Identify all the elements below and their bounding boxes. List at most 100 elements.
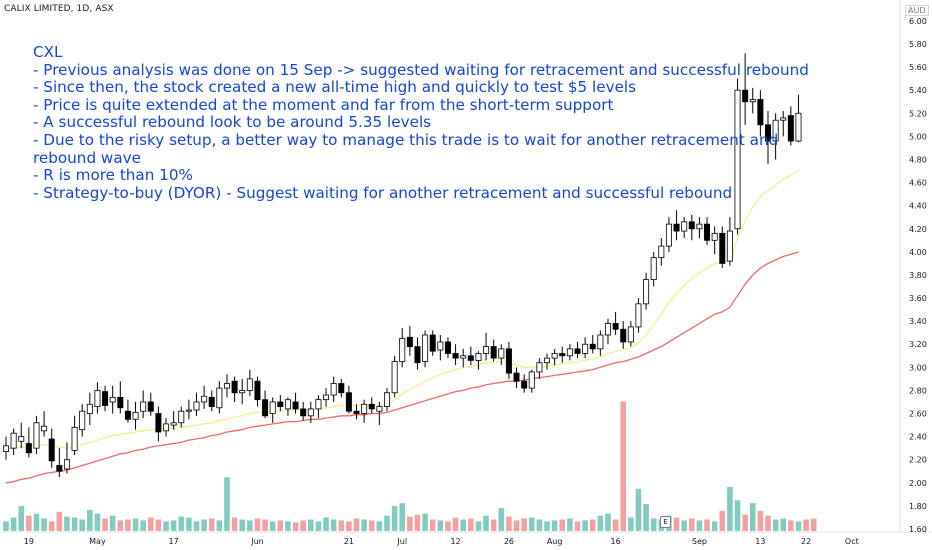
volume-bar <box>483 515 489 531</box>
candle-body <box>79 410 86 431</box>
candle-body <box>48 438 55 462</box>
candle-body <box>132 411 139 420</box>
candle-body <box>376 406 383 412</box>
candle-body <box>498 348 505 359</box>
candle-body <box>63 459 70 470</box>
y-tick-label: 2.40 <box>909 433 927 442</box>
candle-body <box>704 223 711 241</box>
candle-body <box>772 119 779 142</box>
y-tick-label: 4.40 <box>909 202 927 211</box>
candle-body <box>437 341 444 351</box>
volume-bar <box>628 517 634 531</box>
candle-body <box>239 390 246 394</box>
candle-body <box>483 346 490 354</box>
y-tick-label: 5.20 <box>909 109 927 118</box>
volume-bar <box>384 515 390 531</box>
volume-bar <box>269 521 276 531</box>
volume-bar <box>521 518 527 531</box>
volume-bar <box>544 521 550 531</box>
candle-body <box>155 413 162 433</box>
volume-bar <box>147 517 154 531</box>
volume-bar <box>414 514 421 531</box>
notes-line: - R is more than 10% <box>33 166 193 185</box>
candle-body <box>475 353 482 361</box>
candle-body <box>94 390 101 407</box>
volume-bar <box>704 519 710 531</box>
candle-body <box>185 409 192 412</box>
candle-body <box>643 279 650 305</box>
volume-bar <box>292 522 299 531</box>
candle-body <box>696 223 703 230</box>
y-tick-label: 3.20 <box>909 340 927 349</box>
volume-bar <box>689 518 695 531</box>
volume-bar <box>41 518 47 531</box>
x-tick-label: Jun <box>250 537 264 546</box>
candle-body <box>86 403 93 414</box>
candle-body <box>658 245 665 259</box>
earnings-marker[interactable]: E <box>660 516 671 528</box>
candle-body <box>330 383 337 396</box>
volume-bar <box>696 520 703 531</box>
candle-body <box>102 391 109 406</box>
volume-bar <box>132 518 139 531</box>
x-tick-label: 19 <box>24 537 34 546</box>
candle-body <box>361 403 368 414</box>
y-tick-label: 4.60 <box>909 179 927 188</box>
volume-bar <box>216 520 223 531</box>
ema-short-line <box>6 169 799 449</box>
y-tick-label: 2.60 <box>909 410 927 419</box>
candle-body <box>429 334 436 352</box>
candle-body <box>353 410 360 414</box>
notes-line: - Price is quite extended at the moment … <box>33 95 614 114</box>
candle-body <box>597 334 604 350</box>
volume-bar <box>749 503 756 531</box>
candle-body <box>460 355 467 359</box>
volume-bar <box>10 517 17 531</box>
y-tick-label: 4.20 <box>909 225 927 234</box>
candle-body <box>277 401 284 407</box>
volume-bar <box>201 519 207 531</box>
candle-body <box>201 395 208 403</box>
volume-bar <box>765 515 771 531</box>
y-tick-label: 5.40 <box>909 86 927 95</box>
volume-bar <box>170 520 177 531</box>
volume-bar <box>681 520 687 531</box>
candle-body <box>338 383 345 394</box>
volume-bar <box>734 500 741 531</box>
candle-body <box>444 341 451 354</box>
volume-bar <box>810 518 817 531</box>
volume-bar <box>262 519 268 531</box>
x-tick-label: Sep <box>692 537 707 546</box>
volume-bar <box>399 503 406 531</box>
y-tick-label: 2.20 <box>909 456 927 465</box>
candle-body <box>749 99 756 103</box>
volume-bar <box>788 520 794 531</box>
candle-body <box>719 232 726 264</box>
notes-title: CXL <box>33 43 63 61</box>
candle-body <box>406 336 413 347</box>
candle-body <box>757 99 764 126</box>
candle-body <box>399 338 406 362</box>
volume-bar <box>208 518 215 531</box>
candle-body <box>25 443 32 454</box>
volume-bar <box>536 519 543 531</box>
volume-bar <box>3 521 9 531</box>
volume-bar <box>323 517 329 531</box>
candle-body <box>795 112 802 142</box>
volume-bar <box>422 513 428 531</box>
candle-body <box>414 346 421 364</box>
candle-body <box>505 348 512 374</box>
candle-body <box>18 436 25 442</box>
volume-bar <box>247 520 253 531</box>
candle-body <box>521 380 528 389</box>
y-tick-label: 3.40 <box>909 317 927 326</box>
volume-bar <box>109 515 116 531</box>
volume-bar <box>559 519 566 531</box>
volume-bar <box>163 521 169 531</box>
y-tick-label: 3.80 <box>909 271 927 280</box>
volume-bar <box>490 519 497 531</box>
candle-body <box>688 221 695 230</box>
volume-bar <box>315 521 322 531</box>
